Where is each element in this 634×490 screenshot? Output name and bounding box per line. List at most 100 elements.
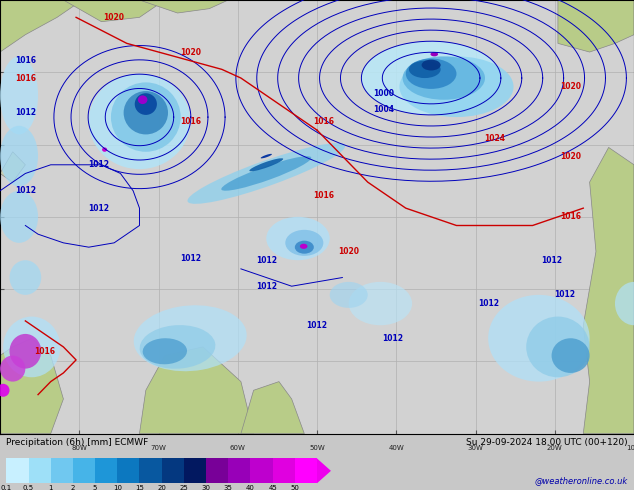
Text: 2: 2 [71,486,75,490]
Ellipse shape [261,154,272,158]
Text: 1012: 1012 [477,299,499,308]
Ellipse shape [0,356,25,382]
Text: 1012: 1012 [87,204,109,213]
Text: 0.1: 0.1 [1,486,12,490]
Text: 35: 35 [224,486,233,490]
Ellipse shape [221,156,311,191]
Polygon shape [558,0,634,52]
Text: 40W: 40W [389,445,404,451]
Text: 10W: 10W [626,445,634,451]
Ellipse shape [349,282,412,325]
Ellipse shape [134,305,247,371]
Bar [139,459,162,483]
Text: 1012: 1012 [541,256,562,265]
Bar [29,459,51,483]
Bar [6,459,29,483]
Ellipse shape [285,230,323,256]
Ellipse shape [134,93,157,115]
Text: 1012: 1012 [15,186,36,196]
Text: 1016: 1016 [15,56,36,65]
Text: 1020: 1020 [560,151,581,161]
Text: 60W: 60W [230,445,246,451]
Ellipse shape [0,384,10,397]
Text: 1012: 1012 [87,160,109,169]
Bar [51,459,73,483]
Text: 30W: 30W [467,445,484,451]
Bar [228,459,250,483]
Ellipse shape [143,338,187,364]
Ellipse shape [0,126,38,187]
Text: 0.5: 0.5 [23,486,34,490]
Ellipse shape [488,295,590,382]
Polygon shape [0,0,82,52]
Text: 45: 45 [268,486,277,490]
Polygon shape [0,338,63,434]
Bar [95,459,117,483]
Ellipse shape [361,41,501,115]
Bar [117,459,139,483]
Text: 1012: 1012 [15,108,36,117]
Ellipse shape [422,60,441,71]
Ellipse shape [526,317,590,377]
Text: 20W: 20W [547,445,562,451]
Ellipse shape [102,147,107,152]
Text: 15: 15 [135,486,144,490]
Ellipse shape [552,338,590,373]
Text: 1: 1 [48,486,53,490]
Ellipse shape [406,58,456,89]
Text: 80W: 80W [71,445,87,451]
Ellipse shape [300,244,307,249]
Ellipse shape [0,191,38,243]
Text: 70W: 70W [150,445,167,451]
Bar [73,459,95,483]
Text: 1020: 1020 [179,48,201,56]
Text: 1012: 1012 [179,253,201,263]
Ellipse shape [111,82,181,152]
Text: 1016: 1016 [179,117,201,126]
Ellipse shape [89,74,190,169]
Text: 1020: 1020 [103,13,125,22]
Text: 1016: 1016 [15,74,36,82]
Text: Precipitation (6h) [mm] ECMWF: Precipitation (6h) [mm] ECMWF [6,438,148,447]
Text: 20: 20 [157,486,166,490]
Ellipse shape [615,282,634,325]
Ellipse shape [3,317,60,377]
Ellipse shape [188,143,345,204]
Ellipse shape [403,56,485,100]
Ellipse shape [295,241,314,254]
Text: 1016: 1016 [34,347,55,356]
Ellipse shape [0,56,38,134]
Text: 1012: 1012 [553,291,575,299]
Text: 1012: 1012 [382,334,404,343]
Text: 1012: 1012 [256,256,277,265]
Ellipse shape [138,96,147,104]
Bar [206,459,228,483]
Text: 10: 10 [113,486,122,490]
Polygon shape [139,0,228,13]
Text: 50W: 50W [309,445,325,451]
Ellipse shape [430,52,438,56]
Bar [162,459,184,483]
Ellipse shape [399,56,514,117]
Text: 5: 5 [93,486,97,490]
Ellipse shape [124,91,168,134]
Text: Su 29-09-2024 18.00 UTC (00+120): Su 29-09-2024 18.00 UTC (00+120) [466,438,628,447]
Text: 1020: 1020 [338,247,359,256]
Polygon shape [0,152,25,182]
Ellipse shape [10,334,41,368]
Text: 1016: 1016 [313,191,334,199]
Bar [184,459,206,483]
Ellipse shape [139,325,216,369]
Polygon shape [139,347,254,434]
Bar [273,459,295,483]
Ellipse shape [249,158,283,172]
Polygon shape [63,0,165,22]
Ellipse shape [266,217,330,260]
Text: 1016: 1016 [560,212,581,221]
Text: 50: 50 [290,486,299,490]
Ellipse shape [10,260,41,295]
Ellipse shape [330,282,368,308]
Text: 1004: 1004 [373,105,394,114]
Text: 25: 25 [179,486,188,490]
Polygon shape [317,459,331,483]
